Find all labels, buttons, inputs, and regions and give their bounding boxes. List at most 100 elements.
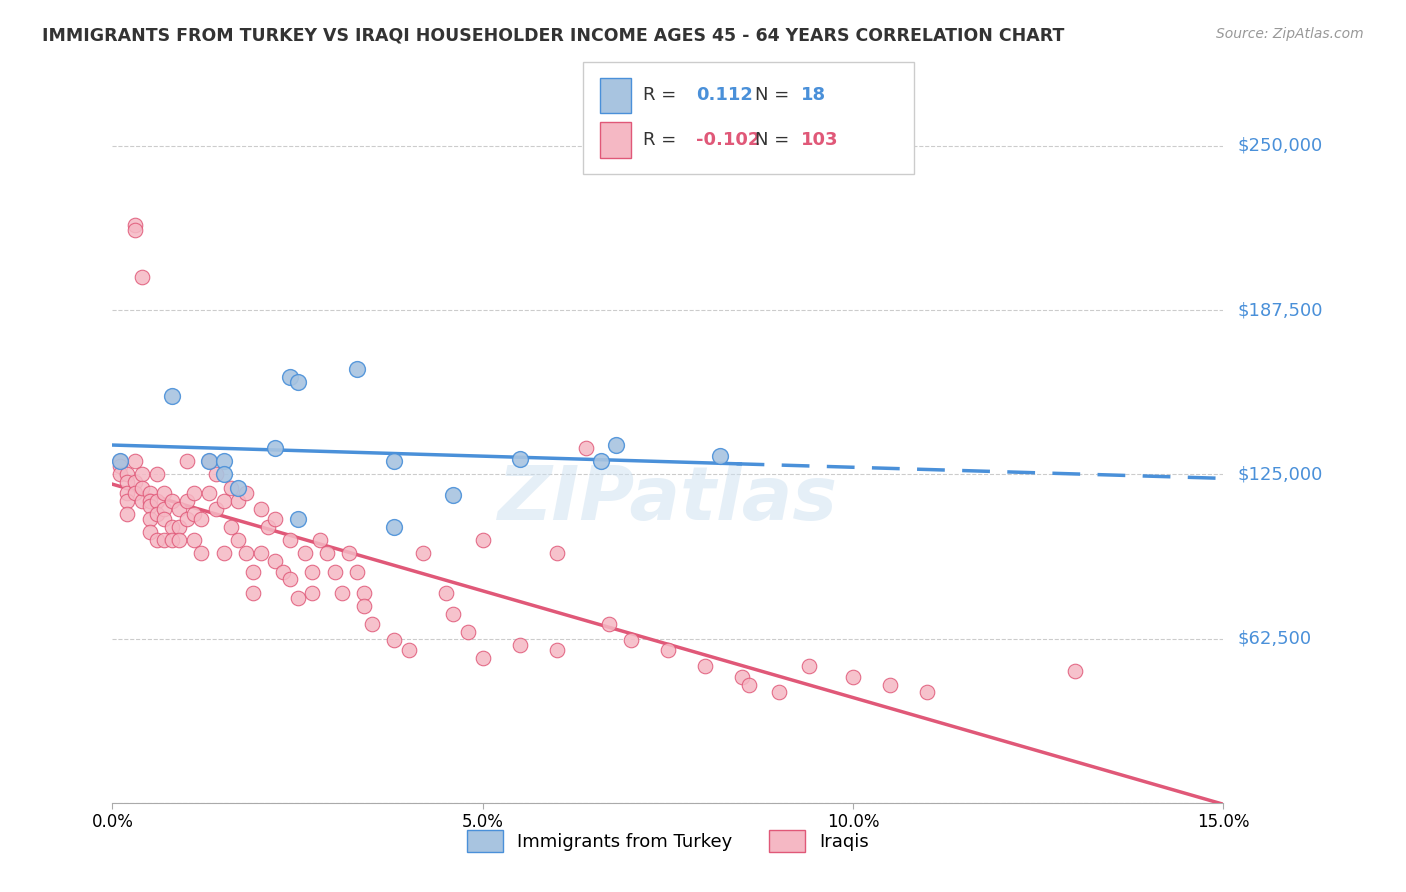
Point bbox=[212, 467, 235, 482]
Point bbox=[183, 485, 205, 500]
Point bbox=[509, 451, 531, 466]
Text: $62,500: $62,500 bbox=[1237, 630, 1312, 648]
Point bbox=[249, 546, 271, 560]
Point bbox=[339, 546, 361, 560]
Point bbox=[124, 218, 146, 232]
Text: Source: ZipAtlas.com: Source: ZipAtlas.com bbox=[1216, 27, 1364, 41]
Point bbox=[382, 454, 405, 468]
Point bbox=[219, 481, 242, 495]
Point bbox=[434, 585, 457, 599]
Point bbox=[190, 512, 212, 526]
Text: 0.112: 0.112 bbox=[696, 87, 752, 104]
Text: $125,000: $125,000 bbox=[1237, 466, 1323, 483]
Point bbox=[768, 685, 790, 699]
Point bbox=[257, 520, 280, 534]
Point bbox=[605, 438, 627, 452]
Point bbox=[242, 585, 264, 599]
Point bbox=[346, 565, 368, 579]
Point bbox=[108, 467, 131, 482]
Point bbox=[235, 485, 257, 500]
Point bbox=[228, 493, 250, 508]
Point bbox=[598, 617, 620, 632]
Point bbox=[138, 525, 160, 540]
Point bbox=[353, 599, 375, 613]
Point bbox=[457, 625, 479, 640]
Point bbox=[197, 454, 219, 468]
Point bbox=[212, 454, 235, 468]
Point bbox=[138, 499, 160, 513]
Point bbox=[693, 659, 716, 673]
Point bbox=[278, 533, 301, 547]
Point bbox=[131, 467, 153, 482]
Point bbox=[124, 223, 146, 237]
Point bbox=[167, 533, 190, 547]
Point bbox=[301, 565, 323, 579]
Text: R =: R = bbox=[643, 87, 682, 104]
Point bbox=[160, 493, 183, 508]
Point bbox=[287, 512, 309, 526]
Point bbox=[287, 376, 309, 390]
Point bbox=[228, 533, 250, 547]
Text: ZIPatlas: ZIPatlas bbox=[498, 463, 838, 536]
Point bbox=[160, 520, 183, 534]
Point bbox=[330, 585, 353, 599]
Point bbox=[117, 493, 139, 508]
Point bbox=[797, 659, 820, 673]
Point bbox=[176, 493, 198, 508]
Text: IMMIGRANTS FROM TURKEY VS IRAQI HOUSEHOLDER INCOME AGES 45 - 64 YEARS CORRELATIO: IMMIGRANTS FROM TURKEY VS IRAQI HOUSEHOL… bbox=[42, 27, 1064, 45]
Point bbox=[108, 459, 131, 474]
Point bbox=[146, 467, 169, 482]
Point bbox=[138, 485, 160, 500]
Point bbox=[153, 485, 176, 500]
Point bbox=[264, 554, 287, 568]
Text: 103: 103 bbox=[801, 131, 839, 149]
Point bbox=[197, 485, 219, 500]
Point bbox=[509, 638, 531, 652]
Point bbox=[124, 454, 146, 468]
Point bbox=[316, 546, 339, 560]
Point bbox=[731, 670, 754, 684]
Point bbox=[412, 546, 434, 560]
Point bbox=[131, 481, 153, 495]
Point bbox=[353, 585, 375, 599]
Point bbox=[117, 467, 139, 482]
Point bbox=[382, 520, 405, 534]
Point bbox=[575, 441, 598, 455]
Point bbox=[183, 507, 205, 521]
Point bbox=[398, 643, 420, 657]
Point bbox=[183, 533, 205, 547]
Point bbox=[153, 501, 176, 516]
Text: $250,000: $250,000 bbox=[1237, 137, 1323, 155]
Point bbox=[278, 370, 301, 384]
Point bbox=[146, 493, 169, 508]
Point bbox=[138, 512, 160, 526]
Point bbox=[308, 533, 330, 547]
Point bbox=[160, 388, 183, 402]
Point bbox=[176, 512, 198, 526]
Point bbox=[620, 632, 643, 647]
Point bbox=[323, 565, 346, 579]
Text: -0.102: -0.102 bbox=[696, 131, 761, 149]
Point bbox=[197, 454, 219, 468]
Point bbox=[153, 533, 176, 547]
Point bbox=[219, 520, 242, 534]
Point bbox=[709, 449, 731, 463]
Point bbox=[278, 573, 301, 587]
Point bbox=[738, 677, 761, 691]
Point bbox=[264, 441, 287, 455]
Point bbox=[287, 591, 309, 605]
Point bbox=[108, 454, 131, 468]
Point bbox=[167, 520, 190, 534]
Point bbox=[915, 685, 938, 699]
Point bbox=[301, 585, 323, 599]
Legend: Immigrants from Turkey, Iraqis: Immigrants from Turkey, Iraqis bbox=[460, 822, 876, 859]
Point bbox=[146, 533, 169, 547]
Point bbox=[591, 454, 613, 468]
Point bbox=[235, 546, 257, 560]
Text: 18: 18 bbox=[801, 87, 827, 104]
Point bbox=[124, 485, 146, 500]
Point bbox=[264, 512, 287, 526]
Point bbox=[842, 670, 865, 684]
Point bbox=[382, 632, 405, 647]
Point bbox=[879, 677, 901, 691]
